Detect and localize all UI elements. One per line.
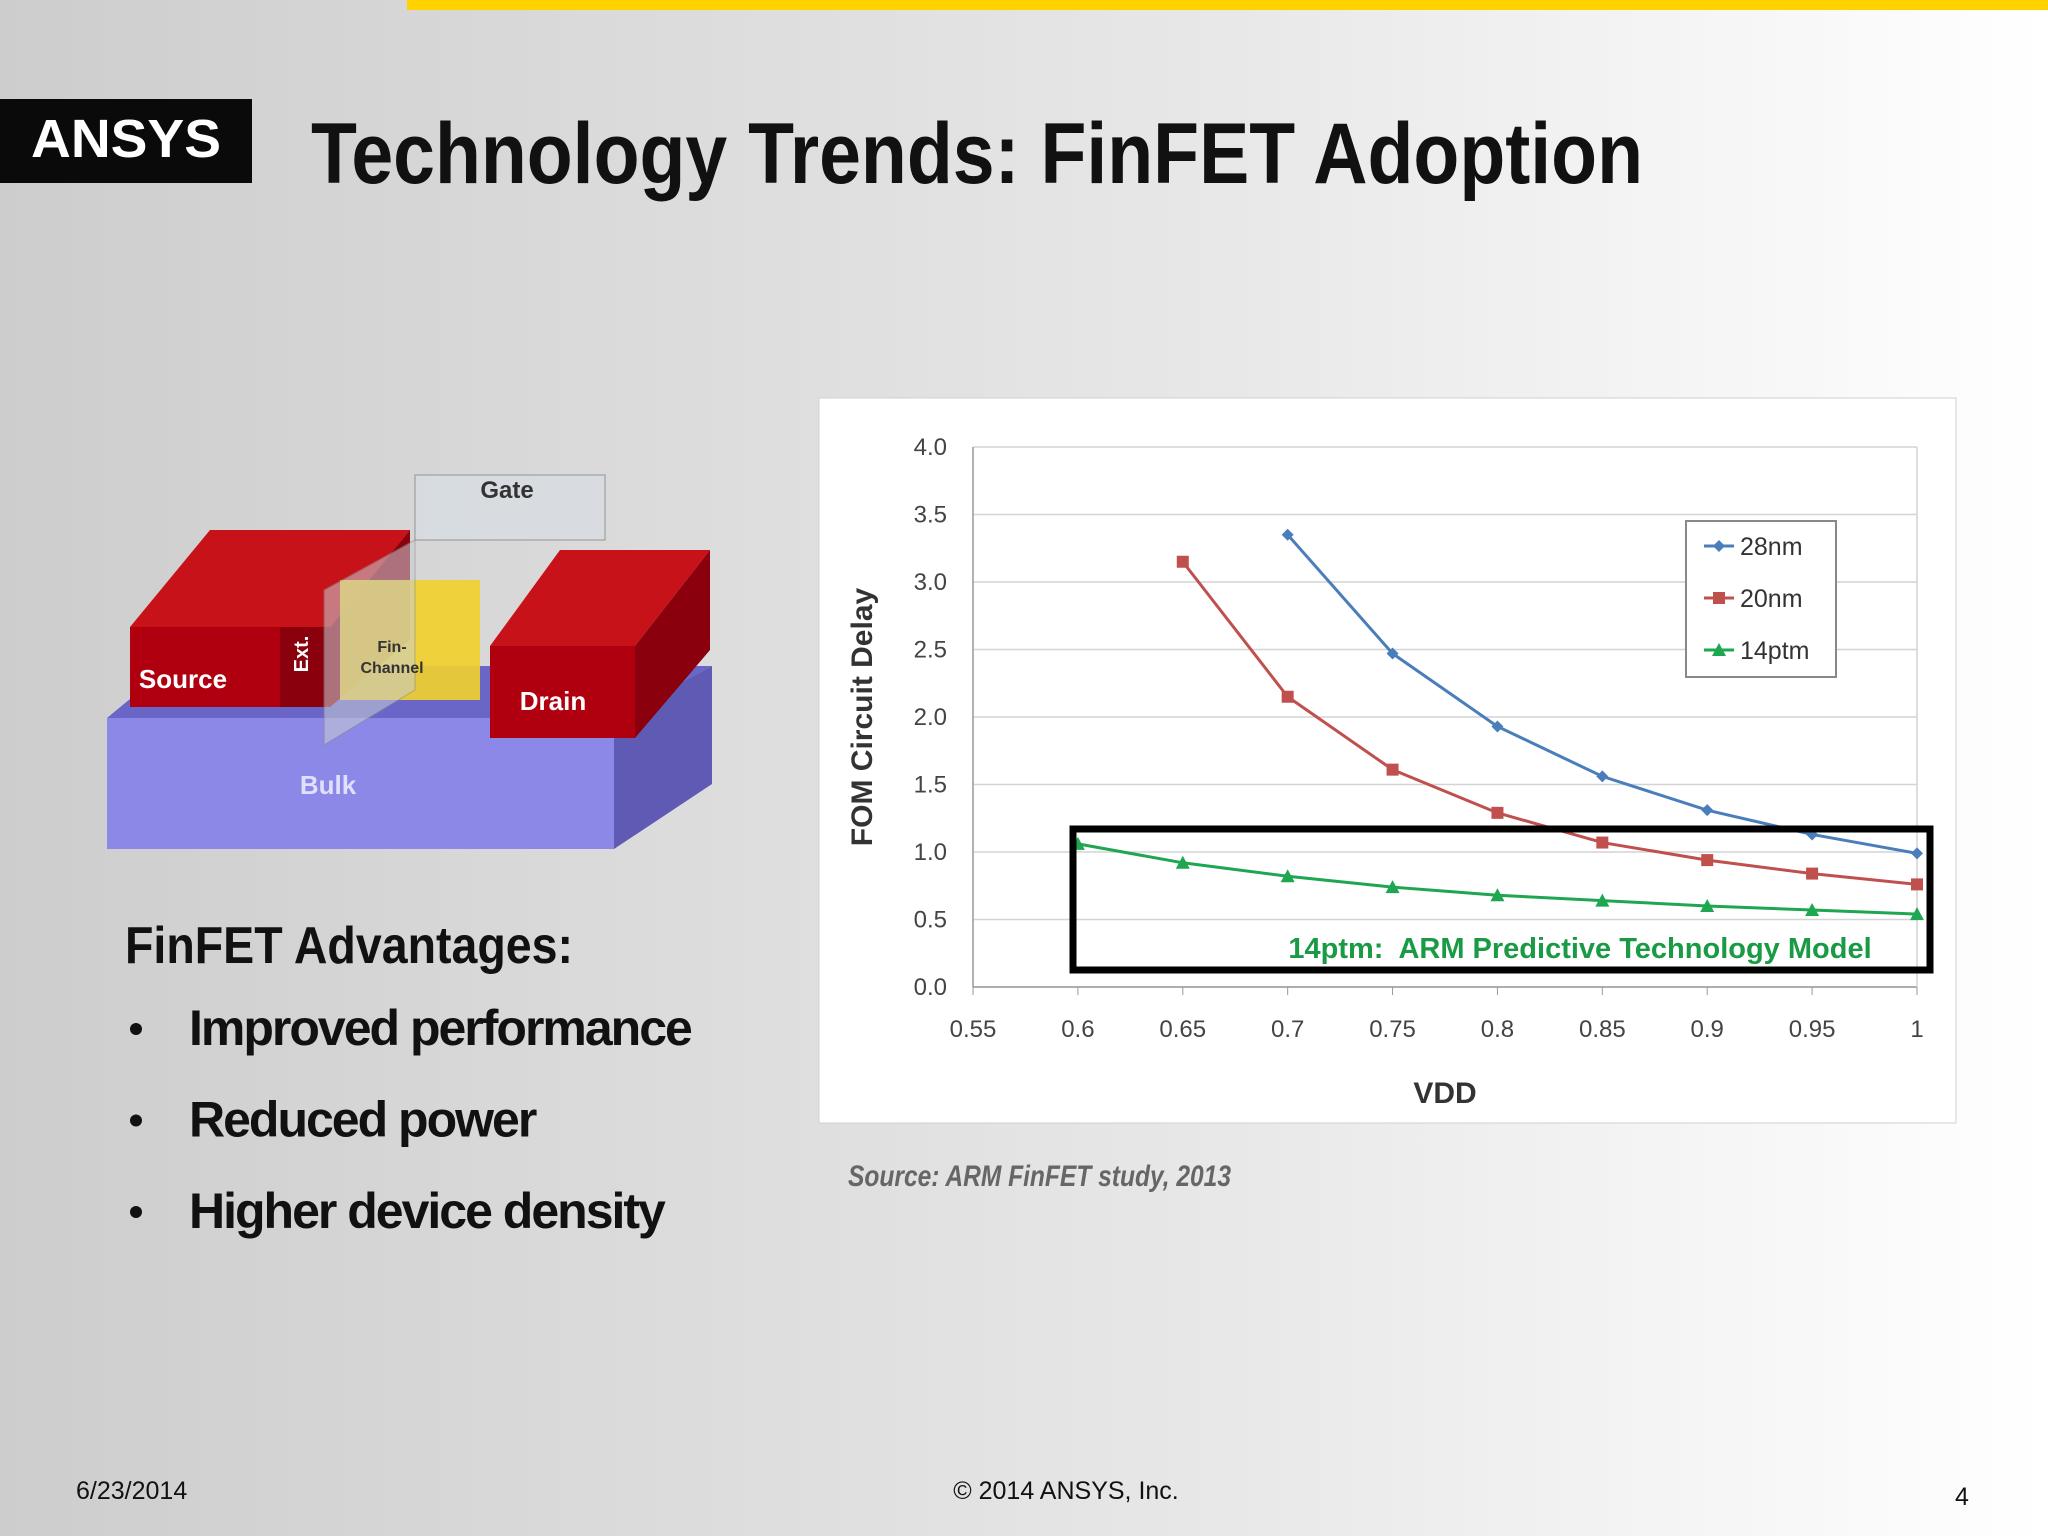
marker xyxy=(1911,878,1923,891)
marker xyxy=(1701,854,1714,867)
y-tick-label: 2.0 xyxy=(914,704,947,731)
footer-copyright: © 2014 ANSYS, Inc. xyxy=(953,1477,1179,1505)
marker xyxy=(1386,763,1399,776)
marker xyxy=(1281,690,1294,703)
diagram-label: Gate xyxy=(480,477,533,504)
marker xyxy=(1596,836,1609,849)
marker xyxy=(1806,867,1819,880)
legend-label: 28nm xyxy=(1740,533,1803,561)
diagram-label: Source xyxy=(139,664,227,694)
top-bar xyxy=(407,0,2048,10)
gate-top xyxy=(414,474,606,541)
marker xyxy=(1700,899,1715,912)
drain-top xyxy=(490,550,710,646)
advantages-list: Improved performance Reduced power Higher … xyxy=(130,1000,694,1239)
x-tick-label: 1 xyxy=(1910,1016,1923,1043)
diagram-label: Drain xyxy=(520,686,586,716)
x-axis-label: VDD xyxy=(1413,1077,1476,1110)
chart-panel xyxy=(818,397,1957,1124)
source-note: Source: ARM FinFET study, 2013 xyxy=(848,1160,1231,1193)
x-tick-label: 0.55 xyxy=(950,1016,997,1043)
advantage-item: Improved performance xyxy=(189,1000,692,1056)
y-axis-label: FOM Circuit Delay xyxy=(846,587,879,846)
logo: ANSYS xyxy=(31,109,221,169)
marker xyxy=(1281,528,1294,541)
marker xyxy=(1490,888,1505,902)
legend-label: 20nm xyxy=(1740,585,1803,613)
x-tick-label: 0.95 xyxy=(1789,1016,1836,1043)
marker xyxy=(1280,869,1295,883)
x-tick-label: 0.7 xyxy=(1271,1016,1304,1043)
x-tick-label: 0.6 xyxy=(1061,1016,1094,1043)
y-tick-label: 0.5 xyxy=(914,907,947,934)
y-tick-label: 2.5 xyxy=(914,637,947,664)
marker xyxy=(1491,720,1504,733)
marker xyxy=(1701,804,1714,817)
legend-label: 14ptm xyxy=(1740,637,1809,665)
bullet xyxy=(130,1023,142,1035)
y-tick-label: 1.5 xyxy=(914,772,947,799)
source-front xyxy=(130,627,280,707)
x-tick-label: 0.65 xyxy=(1159,1016,1206,1043)
marker xyxy=(1386,647,1399,660)
x-tick-label: 0.75 xyxy=(1369,1016,1416,1043)
x-tick-label: 0.85 xyxy=(1579,1016,1626,1043)
drain-side xyxy=(635,550,710,738)
diagram-label: Channel xyxy=(360,660,423,677)
title: Technology Trends: FinFET Adoption xyxy=(311,106,1643,202)
chart: 0.0 0.5 1.0 1.5 2.0 2.5 3.0 3.5 4.0 0.55 0.6 0.65 0.… xyxy=(846,434,1934,1110)
bulk-front xyxy=(107,718,614,849)
diagram-label: Bulk xyxy=(300,770,357,800)
marker xyxy=(1713,540,1725,552)
bullet xyxy=(130,1206,142,1218)
marker xyxy=(1385,880,1400,894)
footer-page: 4 xyxy=(1955,1483,1969,1511)
x-tick-label: 0.9 xyxy=(1691,1016,1724,1043)
marker xyxy=(1712,643,1726,656)
y-tick-label: 3.5 xyxy=(914,502,947,529)
marker xyxy=(1805,903,1820,917)
diagram-label: Fin- xyxy=(377,639,406,656)
marker xyxy=(1596,770,1609,783)
finfet-diagram: Gate Source Ext. Fin- Channel Drain Bulk xyxy=(107,474,712,849)
footer-date: 6/23/2014 xyxy=(76,1477,187,1505)
logo-box xyxy=(0,99,252,183)
marker xyxy=(1491,806,1504,819)
marker xyxy=(1176,555,1189,568)
gate-front xyxy=(323,539,416,746)
advantages-heading: FinFET Advantages: xyxy=(125,917,573,975)
diagram-label: Ext. xyxy=(291,636,313,673)
bullet xyxy=(130,1114,142,1127)
y-tick-label: 0.0 xyxy=(914,974,947,1001)
drain-front xyxy=(490,646,635,738)
advantage-item: Reduced power xyxy=(189,1092,537,1148)
marker xyxy=(1911,847,1923,860)
annotation: 14ptm: ARM Predictive Technology Model xyxy=(1288,933,1871,965)
y-tick-label: 1.0 xyxy=(914,839,947,866)
y-tick-label: 4.0 xyxy=(914,434,947,461)
marker xyxy=(1910,907,1924,921)
y-tick-label: 3.0 xyxy=(914,569,947,596)
marker xyxy=(1595,893,1610,907)
marker xyxy=(1175,855,1190,869)
x-tick-label: 0.8 xyxy=(1481,1016,1514,1043)
highlight-box xyxy=(1069,825,1934,974)
advantage-item: Higher device density xyxy=(189,1183,666,1239)
marker xyxy=(1713,592,1725,604)
